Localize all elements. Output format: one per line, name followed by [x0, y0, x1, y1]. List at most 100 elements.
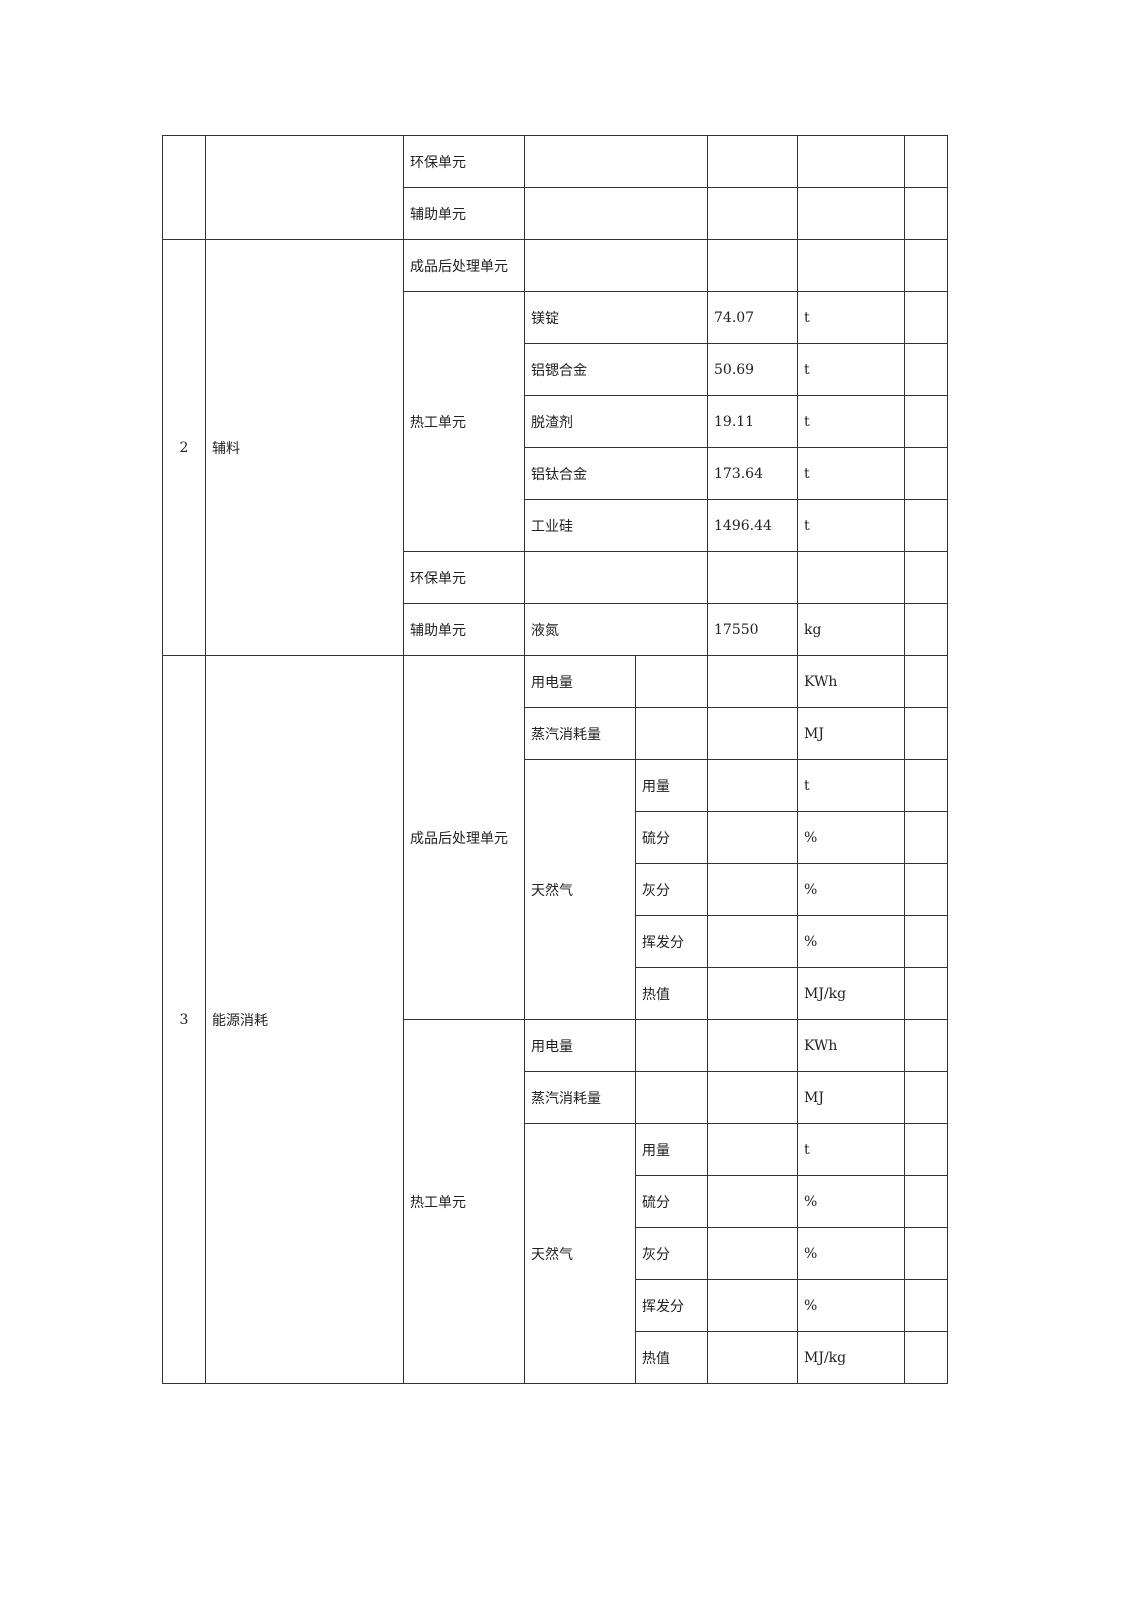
cell-measure: [797, 551, 905, 604]
cell-value: [707, 707, 798, 760]
cell-value: [707, 967, 798, 1020]
table-row: 蒸汽消耗量 MJ: [163, 707, 948, 760]
cell-value: [707, 759, 798, 812]
cell-note: [904, 551, 948, 604]
cell-note: [904, 707, 948, 760]
cell-measure: t: [797, 499, 905, 552]
cell-measure: MJ: [797, 1071, 905, 1124]
table-row: 环保单元: [163, 551, 948, 604]
cell-note: [904, 135, 948, 188]
cell-value: [707, 1331, 798, 1384]
cell-note: [904, 1123, 948, 1176]
cell-note: [904, 291, 948, 344]
cell-note: [904, 967, 948, 1020]
cell-note: [904, 759, 948, 812]
cell-subitem: 用量: [635, 759, 708, 812]
table-row: 2 辅料 成品后处理单元: [162, 239, 948, 656]
cell-subitem: 挥发分: [635, 915, 708, 968]
table-row: 热值 MJ/kg: [163, 1331, 948, 1384]
cell-note: [904, 1227, 948, 1280]
cell-measure: t: [797, 291, 905, 344]
cell-note: [904, 239, 948, 292]
cell-category: 能源消耗: [205, 655, 404, 1384]
cell-item: 蒸汽消耗量: [524, 707, 636, 760]
table-row: 3 能源消耗 成品后处理单元 用电量 KWh: [162, 655, 948, 1384]
cell-item: 工业硅: [524, 499, 708, 552]
cell-note: [904, 1175, 948, 1228]
cell-measure: kg: [797, 603, 905, 656]
table-row: 热值 MJ/kg: [163, 967, 948, 1020]
cell-unit: 热工单元: [403, 291, 525, 552]
cell-item: 用电量: [524, 655, 636, 708]
cell-value: [707, 551, 798, 604]
cell-measure: %: [797, 863, 905, 916]
cell-unit: 辅助单元: [403, 187, 525, 240]
cell-measure: KWh: [797, 655, 905, 708]
cell-item: 脱渣剂: [524, 395, 708, 448]
cell-unit: 热工单元: [403, 1019, 525, 1384]
cell-note: [904, 187, 948, 240]
cell-note: [904, 863, 948, 916]
cell-subitem: 热值: [635, 967, 708, 1020]
cell-measure: [797, 239, 905, 292]
table-row: 挥发分%: [163, 1279, 948, 1332]
cell-value: 173.64: [707, 447, 798, 500]
data-table: 环保单元 辅助单元 2 辅料 成品后处理单元 热工单元 镁锭 74.07 t 铝…: [162, 135, 948, 1384]
cell-value: [707, 863, 798, 916]
table-row: 热工单元 镁锭 74.07 t: [163, 291, 948, 552]
cell-note: [904, 915, 948, 968]
table-row: 挥发分%: [163, 915, 948, 968]
cell-note: [904, 447, 948, 500]
cell-subitem: [635, 1071, 708, 1124]
cell-item: [524, 187, 708, 240]
cell-value: [707, 915, 798, 968]
table-row: 灰分%: [163, 1227, 948, 1280]
table-row: 铝锶合金 50.69 t: [163, 343, 948, 396]
cell-subitem: [635, 655, 708, 708]
table-row: 环保单元: [162, 135, 948, 240]
table-row: 铝钛合金 173.64 t: [163, 447, 948, 500]
cell-measure: t: [797, 447, 905, 500]
cell-value: 19.11: [707, 395, 798, 448]
table-row: 天然气 用量 t: [163, 759, 948, 1020]
cell-no: 2: [162, 239, 206, 656]
cell-item: [524, 551, 708, 604]
cell-measure: [797, 135, 905, 188]
cell-value: [707, 239, 798, 292]
cell-category: [205, 135, 404, 240]
cell-subitem: 硫分: [635, 811, 708, 864]
cell-subitem: 热值: [635, 1331, 708, 1384]
cell-measure: [797, 187, 905, 240]
cell-measure: %: [797, 811, 905, 864]
table-row: 硫分%: [163, 1175, 948, 1228]
table-row: 工业硅 1496.44 t: [163, 499, 948, 552]
cell-value: 17550: [707, 603, 798, 656]
cell-item: 蒸汽消耗量: [524, 1071, 636, 1124]
cell-item: 镁锭: [524, 291, 708, 344]
table-row: 硫分%: [163, 811, 948, 864]
cell-measure: MJ: [797, 707, 905, 760]
cell-item: 天然气: [524, 1123, 636, 1384]
cell-note: [904, 603, 948, 656]
cell-value: [707, 1019, 798, 1072]
cell-measure: t: [797, 395, 905, 448]
cell-subitem: 灰分: [635, 1227, 708, 1280]
cell-unit: 成品后处理单元: [403, 655, 525, 1020]
cell-note: [904, 655, 948, 708]
cell-measure: t: [797, 343, 905, 396]
cell-value: [707, 811, 798, 864]
cell-category: 辅料: [205, 239, 404, 656]
cell-value: [707, 187, 798, 240]
cell-subitem: 用量: [635, 1123, 708, 1176]
cell-item: 天然气: [524, 759, 636, 1020]
cell-item: [524, 239, 708, 292]
cell-subitem: [635, 707, 708, 760]
cell-measure: t: [797, 759, 905, 812]
cell-value: [707, 655, 798, 708]
table-row: 热工单元 用电量 KWh: [163, 1019, 948, 1384]
cell-value: [707, 135, 798, 188]
cell-item: 铝钛合金: [524, 447, 708, 500]
cell-value: [707, 1123, 798, 1176]
cell-value: 74.07: [707, 291, 798, 344]
cell-note: [904, 1331, 948, 1384]
